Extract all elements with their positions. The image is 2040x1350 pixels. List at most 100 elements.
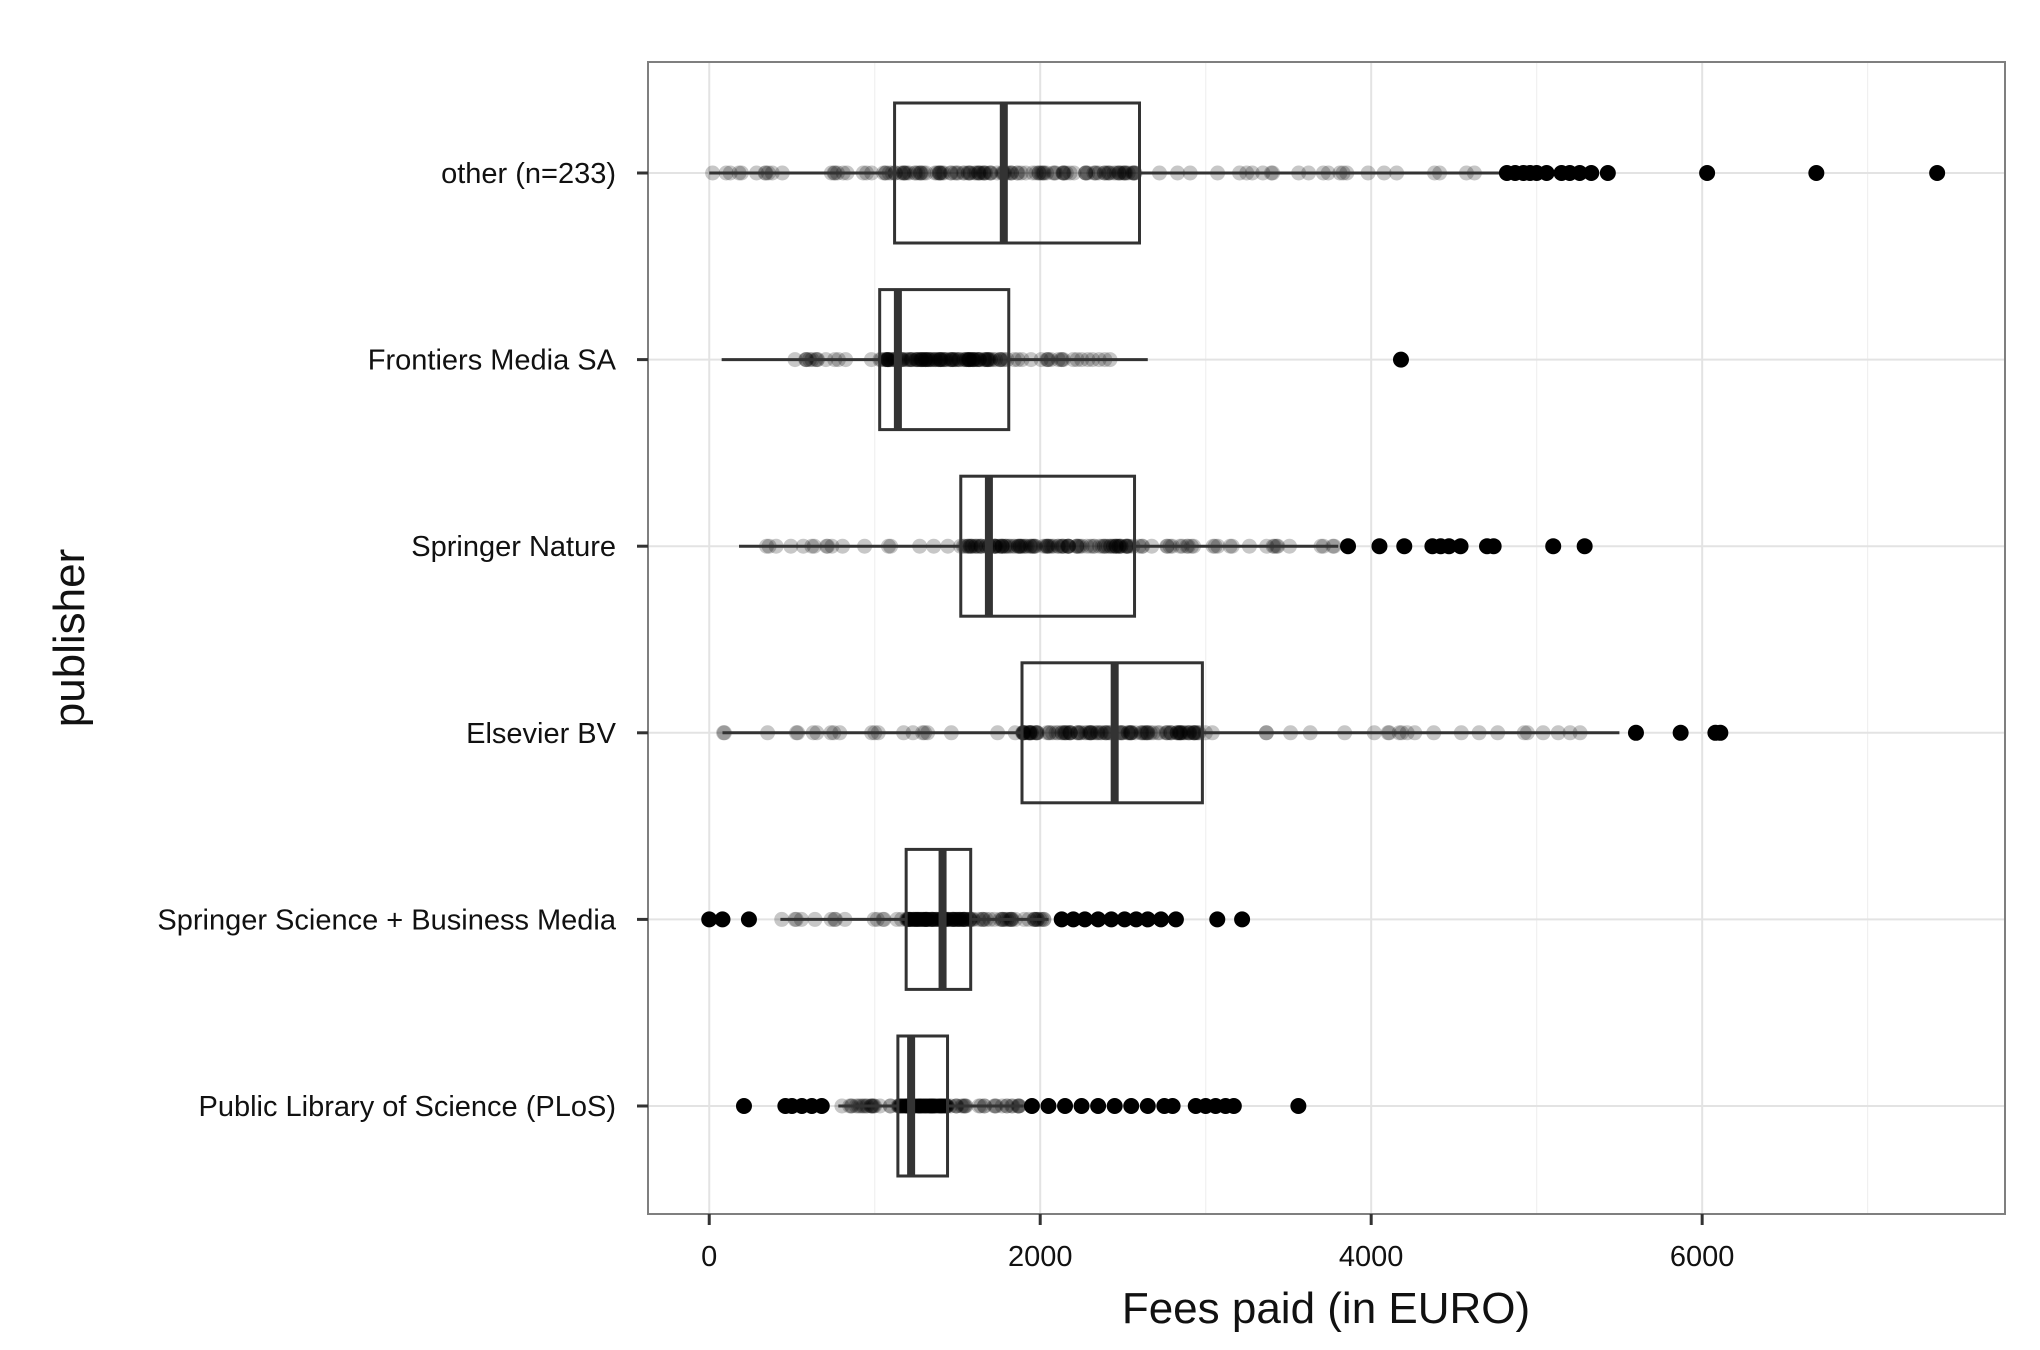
data-point (918, 352, 934, 368)
data-point (914, 352, 930, 368)
data-point (1106, 538, 1122, 554)
data-point (945, 911, 961, 927)
data-point (922, 1098, 938, 1114)
data-point (961, 352, 977, 368)
data-point (936, 165, 952, 181)
data-point (971, 352, 987, 368)
data-point (1068, 538, 1084, 554)
data-point (933, 352, 949, 368)
data-point (952, 911, 968, 927)
data-point (979, 352, 995, 368)
data-point (1118, 538, 1134, 554)
data-point (1022, 725, 1038, 741)
data-point (1135, 725, 1151, 741)
data-point (1082, 725, 1098, 741)
outlier-point (1225, 1098, 1242, 1114)
data-point (910, 352, 926, 368)
data-point (900, 911, 916, 927)
data-point (932, 165, 948, 181)
data-point (1072, 725, 1088, 741)
data-point (901, 165, 917, 181)
data-point (908, 911, 924, 927)
data-point (880, 352, 896, 368)
data-point (1060, 538, 1076, 554)
data-point (1118, 538, 1134, 554)
data-point (1087, 725, 1103, 741)
data-point (917, 1098, 933, 1114)
data-point (951, 911, 967, 927)
data-point (960, 538, 976, 554)
data-point (947, 165, 963, 181)
data-point (927, 352, 943, 368)
data-point (922, 352, 938, 368)
data-point (1083, 725, 1099, 741)
data-point (913, 165, 929, 181)
data-point (982, 165, 998, 181)
data-point (1123, 725, 1139, 741)
data-point (918, 911, 934, 927)
data-point (915, 1098, 931, 1114)
data-point (949, 165, 965, 181)
outlier-point (1599, 165, 1616, 181)
data-point (955, 165, 971, 181)
data-point (983, 165, 999, 181)
data-point (979, 352, 995, 368)
outlier-point (1040, 1098, 1057, 1114)
data-point (931, 352, 947, 368)
data-point (932, 352, 948, 368)
data-point (1109, 165, 1125, 181)
outlier-point (1808, 165, 1825, 181)
data-point (1039, 538, 1055, 554)
data-point (935, 352, 951, 368)
data-point (1187, 725, 1203, 741)
data-point (1078, 165, 1094, 181)
data-point (994, 352, 1010, 368)
data-point (955, 911, 971, 927)
data-point (959, 352, 975, 368)
data-point (878, 352, 894, 368)
data-point (928, 352, 944, 368)
data-point (924, 1098, 940, 1114)
data-point (1013, 538, 1029, 554)
data-point (993, 352, 1009, 368)
data-point (1102, 165, 1118, 181)
data-point (944, 352, 960, 368)
outlier-point (1106, 1098, 1123, 1114)
data-point (1070, 725, 1086, 741)
data-point (1022, 725, 1038, 741)
data-point (913, 352, 929, 368)
data-point (1113, 538, 1129, 554)
data-point (923, 911, 939, 927)
data-point (1140, 725, 1156, 741)
data-point (925, 1098, 941, 1114)
data-point (1036, 165, 1052, 181)
data-point (1029, 725, 1045, 741)
data-point (1050, 538, 1066, 554)
data-point (932, 352, 948, 368)
data-point (1001, 538, 1017, 554)
data-point (1002, 538, 1018, 554)
data-point (906, 911, 922, 927)
data-point (908, 911, 924, 927)
data-point (927, 1098, 943, 1114)
data-point (917, 1098, 933, 1114)
data-point (1111, 165, 1127, 181)
data-point (914, 352, 930, 368)
data-point (1097, 538, 1113, 554)
data-point (922, 911, 938, 927)
data-point (991, 538, 1007, 554)
data-point (1105, 538, 1121, 554)
data-point (899, 165, 915, 181)
data-point (912, 165, 928, 181)
data-point (992, 538, 1008, 554)
data-point (879, 352, 895, 368)
data-point (1139, 725, 1155, 741)
y-tick-label: Frontiers Media SA (368, 345, 617, 377)
data-point (1142, 725, 1158, 741)
data-point (932, 1098, 948, 1114)
data-point (969, 352, 985, 368)
data-point (1062, 725, 1078, 741)
data-point (994, 538, 1010, 554)
data-point (1163, 725, 1179, 741)
